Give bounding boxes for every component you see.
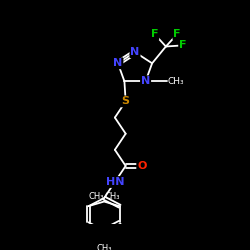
Text: N: N	[141, 76, 150, 86]
Text: N: N	[130, 47, 140, 57]
Text: CH₃: CH₃	[104, 192, 120, 201]
Text: S: S	[122, 96, 130, 106]
Text: N: N	[113, 58, 122, 68]
Text: CH₃: CH₃	[88, 192, 104, 201]
Text: CH₃: CH₃	[96, 244, 112, 250]
Text: CH₃: CH₃	[168, 77, 184, 86]
Text: O: O	[137, 161, 146, 171]
Text: F: F	[173, 29, 181, 39]
Text: F: F	[151, 29, 158, 39]
Text: F: F	[179, 40, 186, 50]
Text: HN: HN	[106, 177, 124, 187]
